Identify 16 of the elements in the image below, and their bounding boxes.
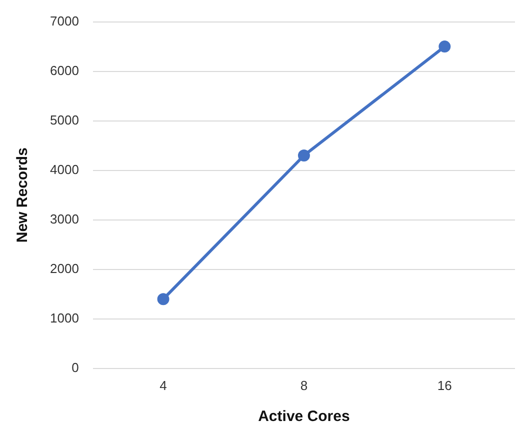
x-tick-label: 4 — [160, 378, 167, 393]
x-axis-title: Active Cores — [258, 408, 350, 426]
point — [438, 40, 451, 53]
y-tick-label: 3000 — [50, 211, 79, 226]
point — [157, 293, 170, 306]
y-tick-label: 6000 — [50, 62, 79, 78]
y-tick-label: 7000 — [50, 13, 79, 28]
y-axis-title: New Records — [14, 148, 32, 243]
y-tick-label: 5000 — [50, 112, 79, 128]
x-tick-label: 16 — [437, 378, 452, 393]
point — [298, 149, 310, 162]
y-tick-label: 0 — [72, 360, 79, 375]
x-tick-label: 8 — [300, 378, 308, 393]
y-tick-label: 2000 — [50, 260, 79, 276]
y-tick-label: 1000 — [50, 310, 79, 326]
y-tick-label: 4000 — [50, 162, 79, 177]
